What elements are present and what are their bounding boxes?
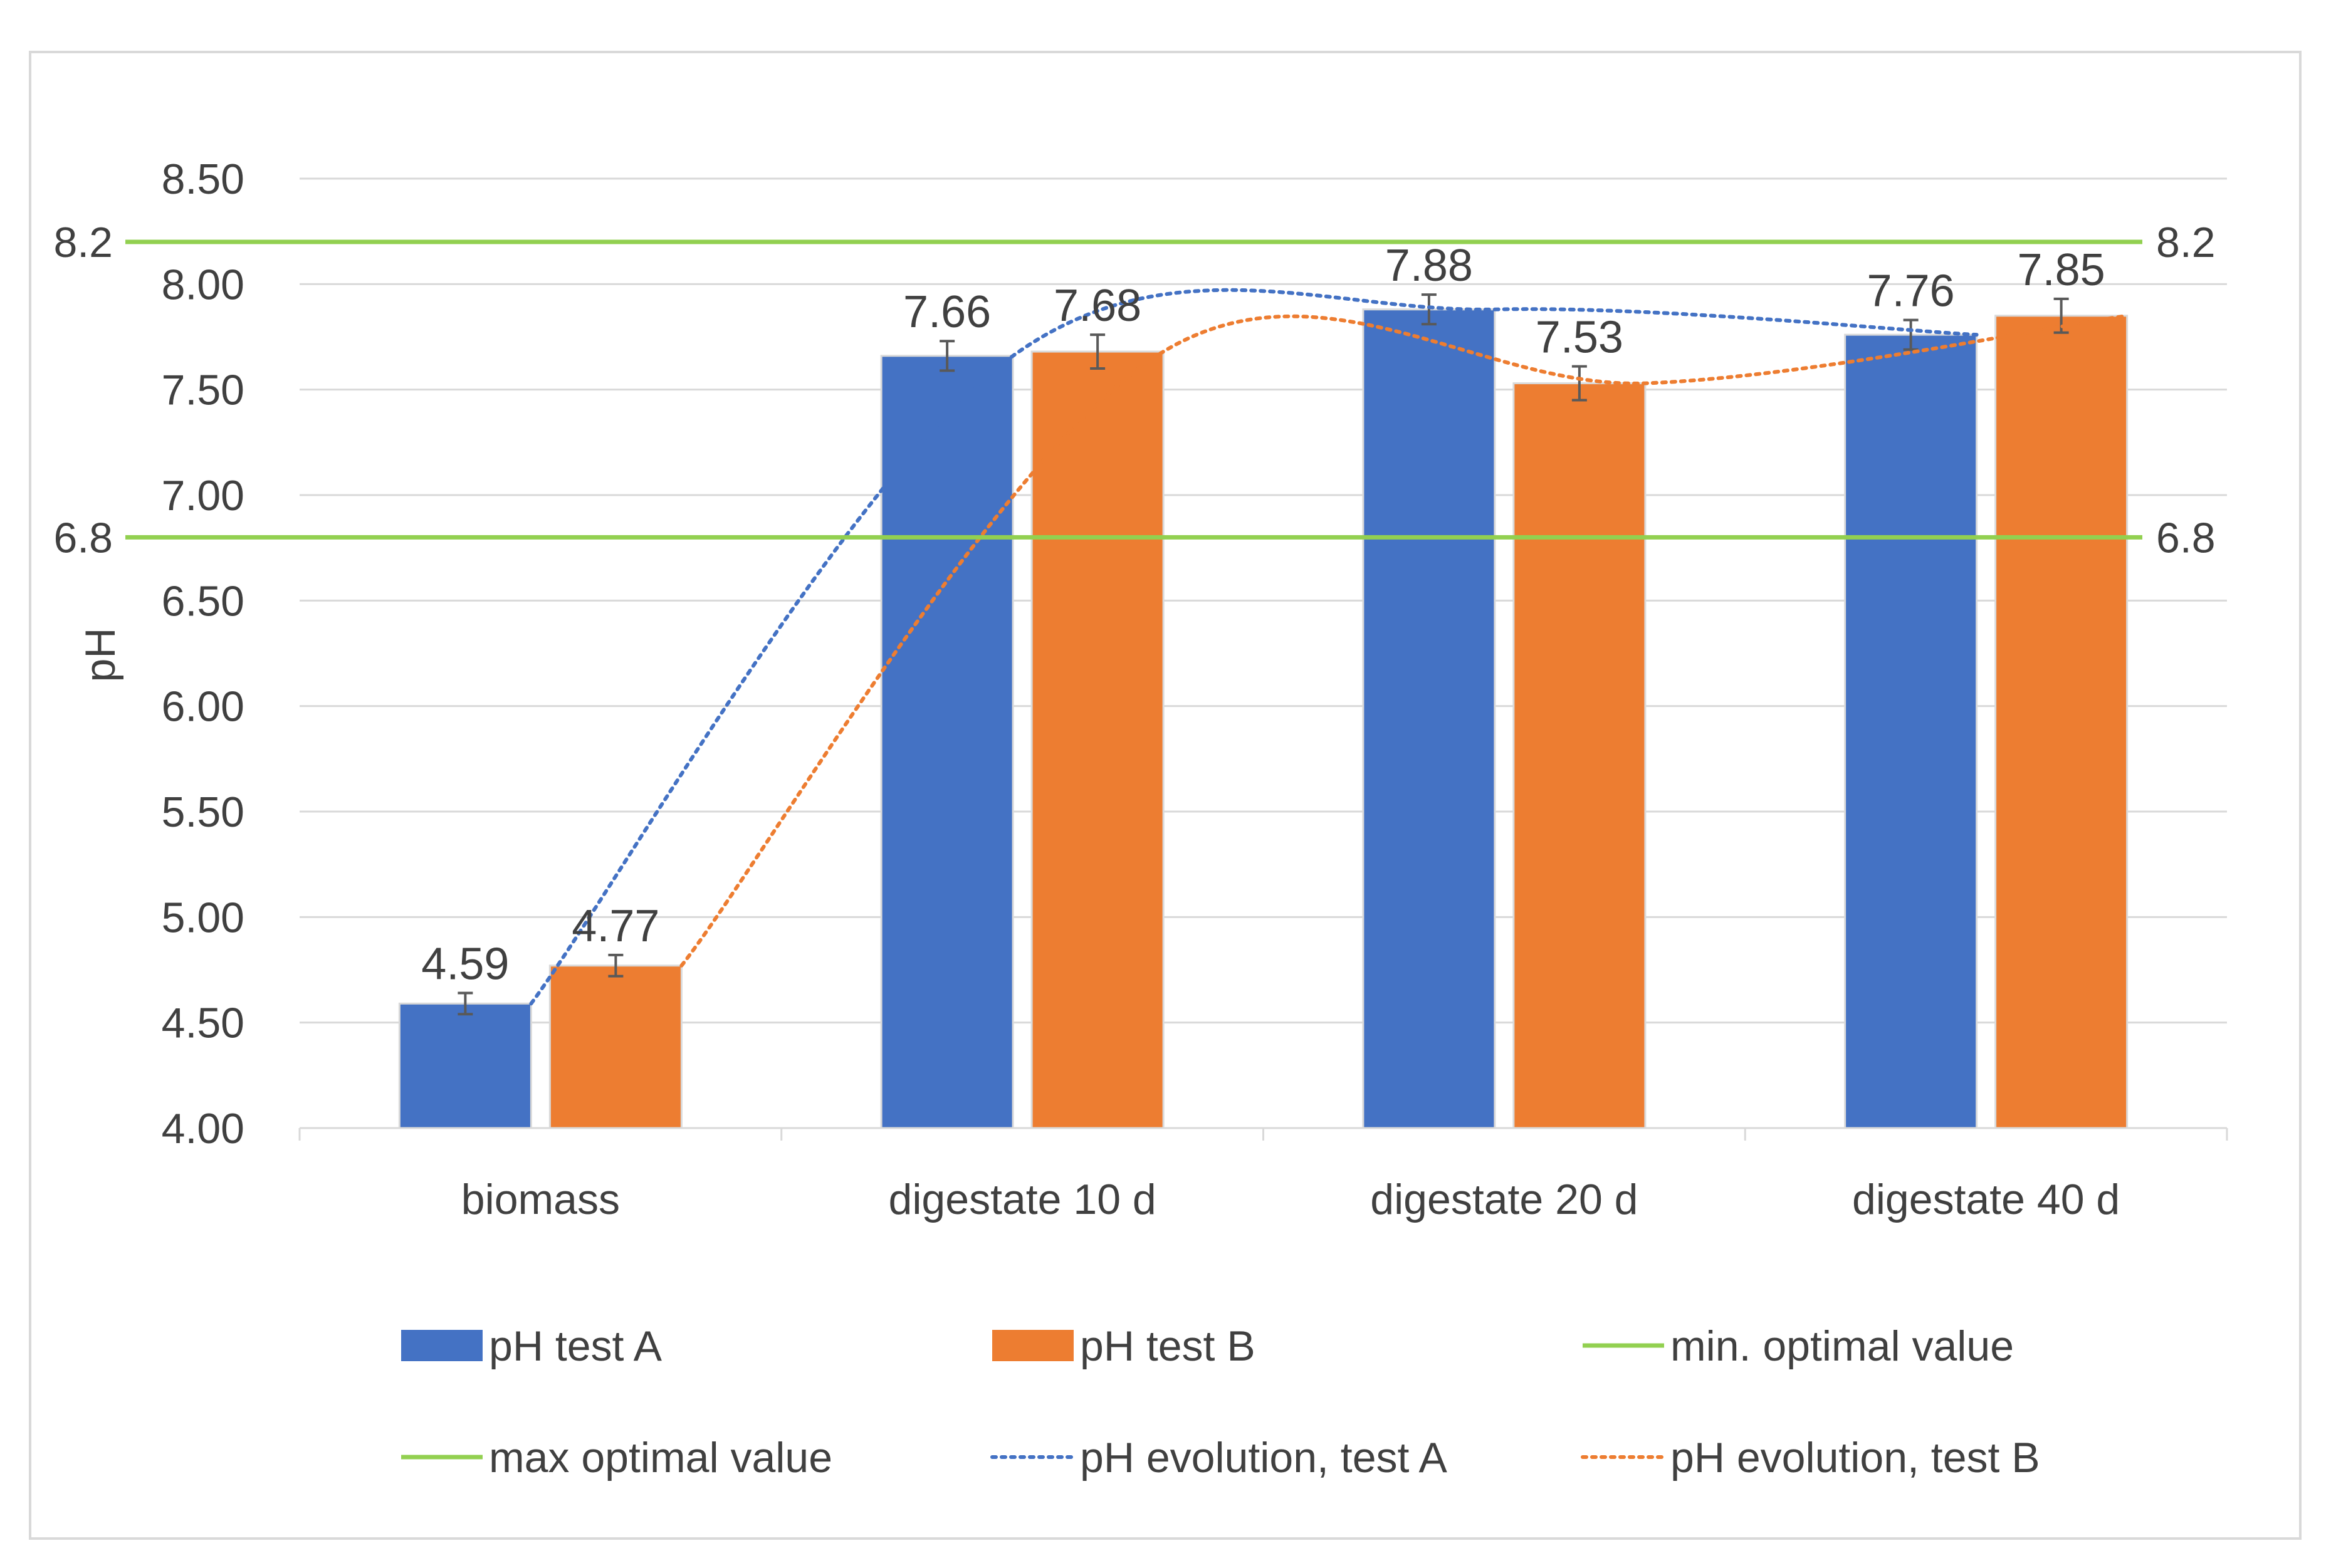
trendline-ph-evolution-test-a [529,288,1979,1006]
y-tick-label: 8.00 [162,261,244,308]
ref-label-right: 8.2 [2156,219,2216,266]
bar-ph-test-a-digestate-20-d [1362,308,1496,1129]
data-label-ph-test-a-digestate-40-d: 7.76 [1867,266,1955,316]
y-tick-label: 8.50 [162,155,244,203]
y-tick-label: 4.50 [162,1000,244,1047]
x-tick-label-digestate-40-d: digestate 40 d [1852,1176,2120,1223]
data-label-ph-test-a-digestate-10-d: 7.66 [903,287,991,337]
bar-ph-test-a-digestate-10-d [880,355,1014,1129]
y-tick-label: 5.00 [162,894,244,941]
y-tick-label: 6.00 [162,683,244,731]
data-label-ph-test-a-biomass: 4.59 [421,939,509,990]
y-tick-label: 6.50 [162,577,244,625]
ref-label-right: 6.8 [2156,514,2216,562]
legend-item-min-optimal-value-label: min. optimal value [1670,1322,2014,1370]
error-bars [458,293,2069,1016]
axes: 4.00 4.50 5.00 5.50 6.00 6.50 7.00 7.50 8.00 8.50… [76,155,2228,1223]
trendlines [529,288,2129,1006]
x-tick-label-digestate-20-d: digestate 20 d [1370,1176,1638,1223]
legend: pH test A pH test B min. optimal value max … [401,1322,2040,1482]
data-label-ph-test-b-biomass: 4.77 [572,901,659,951]
data-labels: 4.59 7.66 7.88 7.76 4.77 7.68 7.53 7.85 [421,241,2105,989]
bar-ph-test-b-digestate-10-d [1030,350,1165,1129]
data-label-ph-test-b-digestate-10-d: 7.68 [1054,281,1141,331]
y-tick-label: 4.00 [162,1105,244,1152]
legend-item-max-optimal-value-label: max optimal value [489,1434,832,1482]
x-tick-label-biomass: biomass [461,1176,620,1223]
legend-item-ph-test-a-label: pH test A [489,1322,663,1370]
bar-ph-test-a-digestate-40-d [1844,333,1978,1129]
legend-item-ph-evolution-test-b-label: pH evolution, test B [1670,1434,2040,1482]
ref-label-left: 8.2 [53,219,113,266]
bar-ph-test-b-biomass [548,964,683,1129]
legend-item-ph-evolution-test-a-label: pH evolution, test A [1080,1434,1448,1482]
legend-item-ph-test-a-swatch [401,1330,483,1361]
ref-label-left: 6.8 [53,514,113,562]
bar-ph-test-b-digestate-20-d [1512,382,1647,1129]
bars [398,308,2129,1129]
y-tick-label: 5.50 [162,788,244,836]
data-label-ph-test-a-digestate-20-d: 7.88 [1385,241,1473,291]
trendline-ph-evolution-test-b [679,313,2129,968]
y-tick-label: 7.50 [162,367,244,414]
x-tick-label-digestate-10-d: digestate 10 d [889,1176,1156,1223]
data-label-ph-test-b-digestate-40-d: 7.85 [2018,245,2105,295]
bar-ph-test-a-biomass [398,1002,532,1129]
data-label-ph-test-b-digestate-20-d: 7.53 [1536,313,1623,363]
bar-ph-test-b-digestate-40-d [1994,315,2129,1129]
legend-item-ph-test-b-swatch [992,1330,1074,1361]
y-axis-label: pH [76,628,124,682]
y-tick-label: 7.00 [162,472,244,520]
reference-lines: 6.8 6.8 8.2 8.2 [53,219,2215,562]
legend-item-ph-test-b-label: pH test B [1080,1322,1255,1370]
